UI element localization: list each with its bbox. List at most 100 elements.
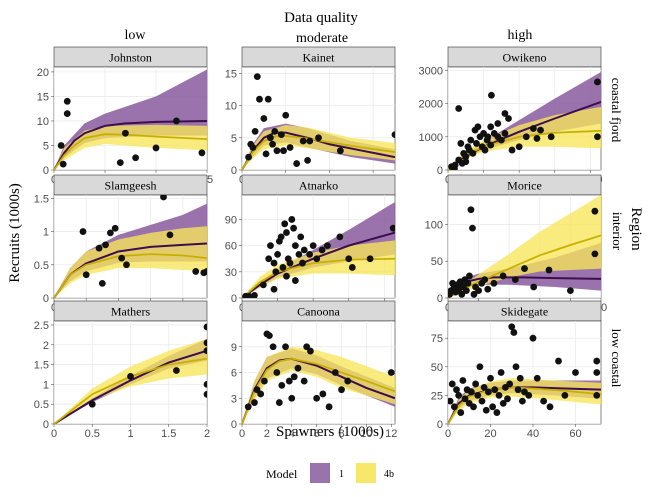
data-point — [504, 395, 511, 403]
y-tick-label: 0 — [43, 419, 49, 431]
data-point — [467, 388, 475, 396]
data-point — [338, 386, 345, 394]
strip-title-johnston: Johnston — [109, 51, 152, 65]
data-point — [278, 381, 286, 389]
data-point — [537, 126, 544, 134]
line-model-1-kainet — [242, 131, 395, 170]
data-point — [491, 386, 499, 394]
data-point — [57, 142, 65, 149]
strip-title-slamgeesh: Slamgeesh — [105, 179, 157, 193]
data-point — [282, 111, 290, 119]
data-point — [490, 279, 498, 287]
data-point — [288, 216, 296, 223]
data-point — [299, 259, 306, 267]
data-point — [484, 133, 492, 141]
data-point — [455, 391, 463, 399]
data-point — [484, 285, 492, 293]
y-tick-label: 30 — [225, 267, 237, 279]
data-point — [466, 272, 473, 280]
data-point — [300, 246, 308, 254]
data-point — [521, 265, 528, 272]
plot-inner-johnston — [54, 67, 207, 170]
data-point — [313, 394, 321, 402]
plot-inner-owikeno — [448, 67, 601, 170]
data-point — [198, 149, 206, 157]
data-point — [508, 323, 516, 331]
data-point — [127, 373, 134, 380]
row-label-coastal-fjord: coastal fjord — [609, 78, 624, 143]
data-point — [344, 377, 352, 385]
data-point — [295, 250, 303, 258]
data-point — [297, 233, 305, 241]
x-tick-label: 12 — [385, 428, 397, 440]
data-point — [269, 343, 277, 351]
data-point — [480, 383, 488, 391]
data-point — [529, 125, 537, 132]
data-point — [494, 120, 502, 127]
x-tick-label: 2 — [204, 428, 210, 440]
data-point — [525, 391, 533, 399]
x-axis-label: Spawners (1000s) — [276, 424, 384, 440]
legend-swatch-model-1 — [310, 463, 330, 483]
data-point — [505, 115, 512, 122]
data-point — [533, 135, 541, 142]
data-point — [464, 143, 472, 151]
data-point — [555, 357, 562, 365]
x-tick-label: 10 — [360, 428, 372, 440]
y-tick-label: 50 — [431, 256, 443, 268]
data-point — [497, 369, 505, 376]
y-tick-label: 15 — [37, 91, 49, 103]
data-point — [294, 364, 302, 372]
data-point — [270, 259, 278, 267]
panel-atnarko: Atnarko0204060800306090 — [225, 174, 396, 314]
data-point — [323, 242, 331, 250]
data-point — [269, 140, 276, 148]
data-point — [488, 91, 495, 99]
data-point — [529, 334, 537, 342]
data-point — [530, 283, 538, 291]
legend-title: Model — [266, 467, 298, 481]
data-point — [63, 97, 71, 105]
data-point — [264, 95, 272, 103]
data-point — [267, 134, 274, 142]
data-point — [270, 285, 278, 293]
y-tick-label: 3000 — [419, 65, 443, 77]
y-tick-label: 15 — [225, 68, 237, 80]
line-model-4b-canoona — [242, 357, 395, 424]
data-point — [286, 259, 294, 267]
data-point — [203, 339, 207, 347]
data-point — [473, 140, 480, 147]
strip-title-skidegate: Skidegate — [501, 305, 548, 319]
data-point — [98, 279, 106, 287]
data-point — [336, 233, 344, 241]
line-model-4b-skidegate — [448, 386, 601, 424]
y-tick-label: 10 — [225, 101, 237, 113]
data-point — [489, 403, 497, 411]
data-point — [293, 160, 301, 167]
data-point — [304, 156, 311, 164]
data-point — [251, 291, 258, 298]
plot-inner-morice — [448, 195, 601, 298]
y-tick-label: 25 — [431, 390, 443, 402]
data-point — [325, 403, 333, 411]
y-tick-label: 2 — [43, 340, 49, 352]
data-point — [279, 264, 287, 271]
y-tick-label: 0.5 — [34, 260, 49, 272]
data-point — [455, 105, 463, 112]
y-tick-label: 1 — [43, 227, 49, 239]
y-tick-label: 2.5 — [34, 320, 49, 332]
data-point — [487, 141, 495, 149]
y-tick-label: 0 — [437, 419, 443, 431]
y-tick-label: 1.5 — [34, 360, 49, 372]
y-tick-label: 0 — [231, 165, 237, 177]
data-point — [265, 255, 273, 263]
data-point — [260, 115, 268, 122]
data-point — [272, 268, 280, 276]
data-point — [319, 390, 327, 398]
line-model-4b-johnston — [54, 133, 207, 170]
data-point — [474, 391, 482, 399]
plot-inner-mathers — [54, 321, 207, 424]
band-model-4b-morice — [448, 195, 601, 298]
data-point — [506, 380, 514, 388]
data-point — [249, 144, 257, 151]
